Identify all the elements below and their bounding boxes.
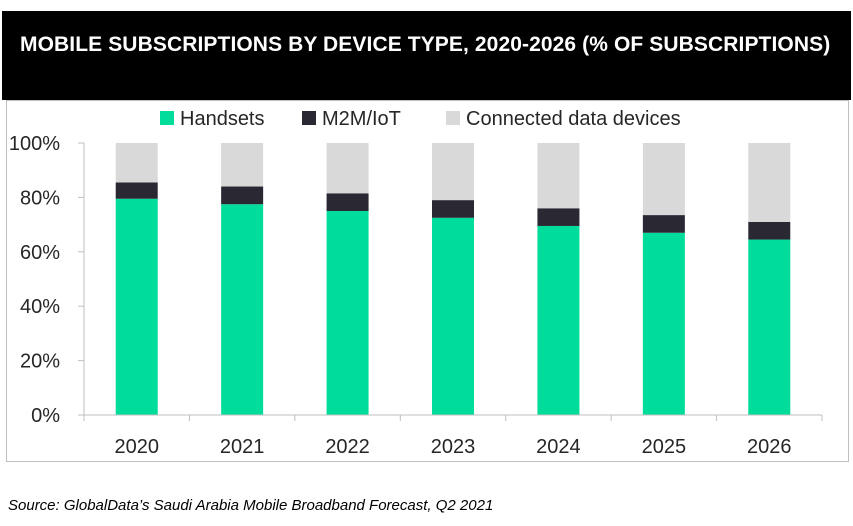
- bar-m2m-iot-2025: [642, 215, 685, 233]
- bar-m2m-iot-2021: [221, 186, 264, 205]
- bar-handsets-2022: [326, 211, 369, 415]
- x-tick-label: 2022: [325, 436, 370, 458]
- y-tick-label: 100%: [9, 133, 60, 155]
- bar-m2m-iot-2026: [748, 221, 791, 240]
- chart-frame: [6, 100, 849, 462]
- y-tick-label: 20%: [20, 351, 60, 373]
- source-note: Source: GlobalData’s Saudi Arabia Mobile…: [8, 497, 494, 514]
- bar-connected-data-devices-2021: [221, 143, 264, 187]
- bar-m2m-iot-2022: [326, 193, 369, 211]
- bar-m2m-iot-2020: [115, 182, 158, 199]
- bar-connected-data-devices-2024: [537, 143, 580, 209]
- bars: [115, 143, 791, 415]
- chart-title: MOBILE SUBSCRIPTIONS BY DEVICE TYPE, 202…: [20, 33, 831, 56]
- bar-m2m-iot-2024: [537, 208, 580, 226]
- bar-handsets-2020: [115, 198, 158, 415]
- bar-connected-data-devices-2025: [642, 143, 685, 216]
- x-tick-label: 2021: [220, 436, 265, 458]
- legend-swatch: [160, 111, 174, 125]
- x-tick-label: 2023: [431, 436, 476, 458]
- bar-handsets-2023: [432, 217, 474, 415]
- legend-swatch: [446, 111, 460, 125]
- y-axis: 0% 20% 40% 60% 80% 100%: [9, 133, 85, 427]
- y-tick-label: 0%: [31, 405, 60, 427]
- legend-label: Connected data devices: [466, 108, 681, 130]
- bar-handsets-2026: [748, 239, 791, 415]
- legend-swatch: [302, 111, 316, 125]
- y-tick-label: 60%: [20, 242, 60, 264]
- bar-handsets-2021: [221, 204, 264, 415]
- chart-legend: Handsets M2M/IoT Connected data devices: [160, 108, 681, 130]
- bar-m2m-iot-2023: [432, 200, 474, 218]
- legend-label: M2M/IoT: [322, 108, 401, 130]
- x-tick-label: 2025: [642, 436, 687, 458]
- x-tick-label: 2020: [114, 436, 159, 458]
- chart-title-bar: MOBILE SUBSCRIPTIONS BY DEVICE TYPE, 202…: [2, 11, 851, 100]
- bar-handsets-2025: [642, 232, 685, 415]
- bar-handsets-2024: [537, 225, 580, 415]
- legend-label: Handsets: [180, 108, 265, 130]
- y-tick-label: 40%: [20, 296, 60, 318]
- x-tick-label: 2024: [536, 436, 581, 458]
- bar-connected-data-devices-2026: [748, 143, 791, 222]
- x-axis: 2020 2021 2022 2023 2024 2025 2026: [83, 414, 823, 458]
- y-tick-label: 80%: [20, 187, 60, 209]
- bar-connected-data-devices-2022: [326, 143, 369, 194]
- bar-connected-data-devices-2023: [432, 143, 474, 201]
- x-tick-label: 2026: [747, 436, 792, 458]
- bar-connected-data-devices-2020: [115, 143, 158, 183]
